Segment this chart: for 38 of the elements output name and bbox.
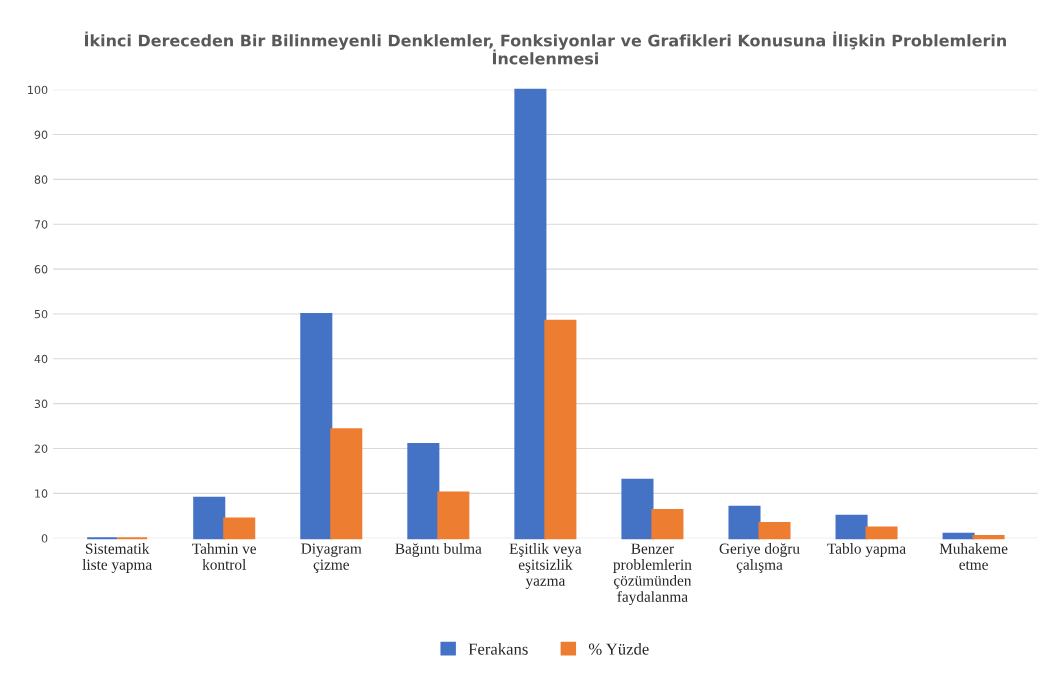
legend-label: % Yüzde — [588, 643, 649, 655]
y-tick-label: 30 — [34, 399, 48, 409]
y-tick-label: 60 — [34, 265, 48, 274]
x-tick-label: Geriye doğru çalışma — [719, 543, 800, 573]
bar — [193, 496, 226, 540]
bar — [728, 505, 761, 540]
bar — [835, 514, 868, 540]
bar — [544, 319, 577, 540]
y-tick-label: 100 — [28, 85, 48, 95]
y-tick-label: 10 — [35, 489, 48, 498]
x-tick-label: Bağıntı bulma — [395, 543, 482, 557]
bar — [972, 534, 1005, 540]
bar — [407, 442, 440, 540]
x-tick-label: Tahmin ve kontrol — [192, 543, 257, 570]
y-tick-label: 90 — [34, 130, 48, 139]
chart-title: İkinci Dereceden Bir Bilinmeyenli Denklemler, Fonksiyonlar ve Grafikleri Konusuna İlişkin Problemlerin İncelenmesi — [85, 31, 1006, 65]
bar — [621, 478, 654, 540]
x-tick-label: Sistematik liste yapma — [82, 543, 152, 573]
bar — [758, 521, 791, 540]
y-tick-label: 20 — [34, 444, 48, 453]
bar — [330, 428, 363, 540]
legend-label: Ferakans — [468, 643, 528, 655]
y-tick-label: 40 — [34, 354, 48, 364]
y-tick-label: 50 — [34, 309, 48, 319]
bar — [437, 491, 470, 540]
bar — [514, 88, 547, 540]
bar — [865, 526, 898, 540]
bar — [300, 312, 333, 540]
x-tick-label: Diyagram çizme — [301, 543, 362, 573]
x-tick-label: Benzer problemlerin çözümünden faydalanma — [613, 543, 692, 606]
x-tick-label: Muhakeme etme — [939, 543, 1008, 570]
x-tick-label: Tablo yapma — [827, 543, 906, 557]
bar — [651, 508, 684, 540]
y-tick-label: 80 — [34, 175, 48, 184]
bar — [223, 517, 256, 540]
y-tick-label: 0 — [41, 534, 48, 543]
y-tick-label: 70 — [34, 220, 48, 229]
x-tick-label: Eşitlik veya eşitsizlik yazma — [509, 543, 582, 589]
